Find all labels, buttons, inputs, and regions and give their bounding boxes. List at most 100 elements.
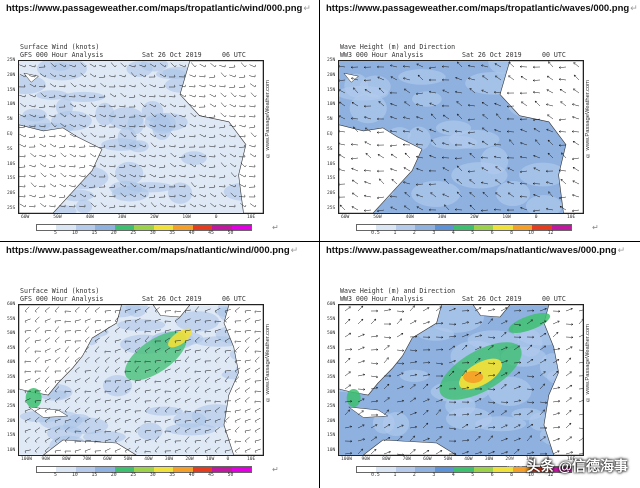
legend-tick-label: 12 bbox=[547, 231, 554, 236]
lat-label: 50N bbox=[7, 331, 16, 337]
panel-natlantic-wind: https://www.passageweather.com/maps/natl… bbox=[0, 242, 319, 488]
map-model-line: GFS 000 Hour Analysis bbox=[20, 51, 104, 59]
map-credit: © www.PassageWeather.com bbox=[585, 324, 591, 403]
map-date: Sat 26 Oct 2019 bbox=[142, 295, 202, 303]
weather-map-svg bbox=[339, 61, 583, 213]
map-credit: © www.PassageWeather.com bbox=[265, 324, 271, 403]
legend-swatch bbox=[532, 225, 552, 230]
color-legend bbox=[36, 224, 252, 231]
map-canvas bbox=[18, 60, 264, 214]
lon-label: 40W bbox=[464, 457, 473, 462]
lon-label: 50W bbox=[373, 215, 382, 220]
legend-tick-label: 25 bbox=[130, 231, 137, 236]
legend-tick-label: 20 bbox=[110, 473, 117, 478]
legend-tick-label: 0.5 bbox=[371, 473, 380, 478]
image-url-text[interactable]: https://www.passageweather.com/maps/trop… bbox=[326, 3, 630, 14]
lat-label: 5S bbox=[327, 146, 333, 152]
legend-swatch bbox=[192, 467, 213, 472]
lat-label: 45N bbox=[327, 345, 336, 351]
legend-tick-label: 35 bbox=[169, 231, 176, 236]
lat-label: 60N bbox=[327, 302, 336, 307]
lat-label: 15N bbox=[327, 433, 336, 439]
lon-label: 10E bbox=[567, 215, 576, 220]
legend-tick-label: 3 bbox=[432, 473, 436, 478]
lon-label: 10W bbox=[205, 457, 215, 462]
map-credit: © www.PassageWeather.com bbox=[585, 80, 591, 159]
legend-tick-label: 4 bbox=[451, 231, 455, 236]
lat-label: 20N bbox=[7, 418, 16, 424]
legend-swatch bbox=[512, 467, 533, 472]
legend-swatch bbox=[551, 467, 571, 472]
map-title: Surface Wind (knots) bbox=[20, 43, 100, 51]
lon-label: 40W bbox=[144, 457, 153, 462]
lat-label: 20N bbox=[327, 418, 336, 424]
legend-ticks: 5 10 15 20 25 30 35 40 45 50 bbox=[46, 473, 241, 478]
lat-label: 15N bbox=[327, 87, 336, 93]
legend-swatch bbox=[376, 225, 396, 230]
image-url-text[interactable]: https://www.passageweather.com/maps/natl… bbox=[6, 245, 290, 256]
legend-swatch bbox=[95, 225, 115, 230]
panel-tropatlantic-wind: https://www.passageweather.com/maps/trop… bbox=[0, 0, 319, 241]
lat-label: 15N bbox=[7, 87, 16, 93]
legend-swatch bbox=[95, 467, 115, 472]
legend-tick-label: 40 bbox=[188, 473, 195, 478]
legend-swatch bbox=[56, 467, 76, 472]
lat-label: 20N bbox=[7, 72, 16, 78]
lat-label: 10S bbox=[7, 161, 16, 167]
map-date: Sat 26 Oct 2019 bbox=[142, 51, 202, 59]
lat-label: 10S bbox=[327, 161, 336, 167]
lat-label: 5S bbox=[7, 146, 13, 152]
lon-label: 10E bbox=[247, 457, 256, 462]
lon-label: 50W bbox=[53, 215, 62, 220]
legend-swatch bbox=[134, 225, 154, 230]
image-url-link[interactable]: https://www.passageweather.com/maps/trop… bbox=[6, 3, 311, 14]
image-url-text[interactable]: https://www.passageweather.com/maps/natl… bbox=[326, 245, 617, 256]
map-title: Wave Height (m) and Direction bbox=[340, 287, 456, 295]
legend-swatch bbox=[173, 225, 193, 230]
return-mark: ↵ bbox=[272, 465, 279, 474]
color-legend bbox=[356, 466, 572, 473]
lon-label: 60W bbox=[341, 215, 350, 220]
legend-swatch bbox=[75, 467, 96, 472]
legend-swatch bbox=[153, 225, 174, 230]
lat-label: EQ bbox=[327, 132, 333, 137]
legend-swatch bbox=[114, 467, 135, 472]
image-url-link[interactable]: https://www.passageweather.com/maps/natl… bbox=[326, 245, 625, 256]
lon-label: 0 bbox=[214, 215, 218, 220]
lat-label: 15N bbox=[7, 433, 16, 439]
legend-tick-label: 40 bbox=[188, 231, 195, 236]
legend-swatch bbox=[231, 225, 251, 230]
watermark-text: 头条 @信德海事 bbox=[526, 458, 628, 474]
legend-swatch bbox=[173, 467, 193, 472]
image-url-link[interactable]: https://www.passageweather.com/maps/natl… bbox=[6, 245, 298, 256]
map-utc: 06 UTC bbox=[222, 295, 246, 303]
lat-label: 30N bbox=[7, 389, 16, 395]
map-model-line: GFS 000 Hour Analysis bbox=[20, 295, 104, 303]
lat-label: 50N bbox=[327, 331, 336, 337]
map-title: Wave Height (m) and Direction bbox=[340, 43, 456, 51]
legend-tick-label: 10 bbox=[528, 231, 534, 236]
image-url-link[interactable]: https://www.passageweather.com/maps/trop… bbox=[326, 3, 638, 14]
image-url-text[interactable]: https://www.passageweather.com/maps/trop… bbox=[6, 3, 303, 14]
lat-label: 15S bbox=[7, 176, 16, 182]
legend-tick-label: 8 bbox=[510, 473, 514, 478]
legend-tick-label: 10 bbox=[528, 473, 534, 478]
lat-label: 25N bbox=[327, 404, 336, 410]
lon-label: 10W bbox=[525, 457, 535, 462]
legend-swatch bbox=[473, 467, 494, 472]
legend-swatch bbox=[532, 467, 552, 472]
lat-label: 60N bbox=[7, 302, 16, 307]
vertical-divider bbox=[319, 0, 320, 488]
lat-label: 25N bbox=[7, 404, 16, 410]
watermark-ghost: 信德海事 bbox=[506, 458, 543, 468]
legend-swatch bbox=[395, 225, 416, 230]
map-canvas bbox=[338, 304, 584, 456]
lat-label: 35N bbox=[327, 375, 336, 380]
lon-label: 0 bbox=[546, 457, 550, 462]
map-canvas bbox=[18, 304, 264, 456]
legend-swatch bbox=[37, 467, 57, 472]
horizontal-divider bbox=[0, 241, 640, 242]
lat-label: 25S bbox=[327, 206, 336, 211]
lat-label: EQ bbox=[7, 132, 13, 137]
legend-tick-label: 10 bbox=[72, 231, 78, 236]
